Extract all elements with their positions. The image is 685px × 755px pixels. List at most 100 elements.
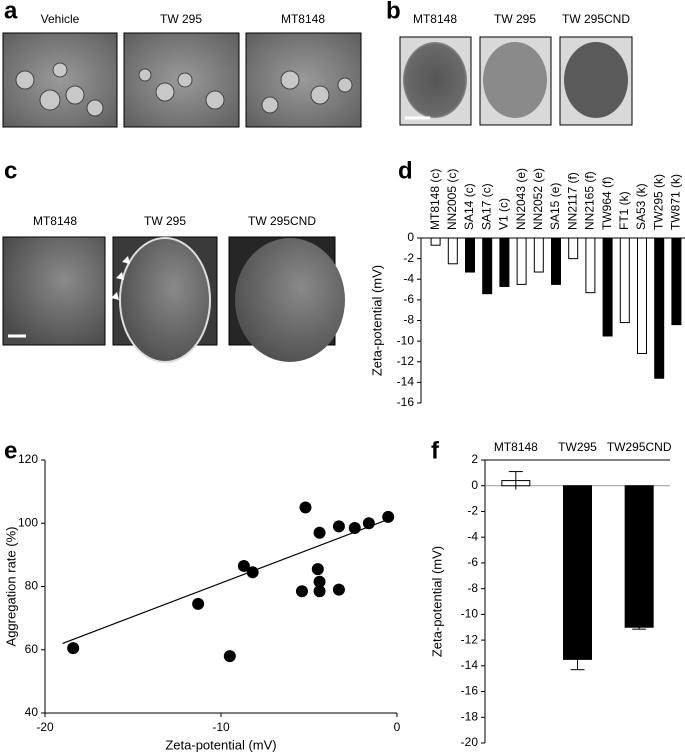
point (246, 566, 259, 579)
y-tick-label: 60 (25, 642, 39, 656)
point (237, 559, 250, 572)
bar (430, 237, 441, 246)
y-tick-label: 120 (18, 452, 38, 466)
point (313, 585, 326, 598)
category-label: NN2052 (e) (531, 168, 545, 230)
category-label: FT1 (k) (617, 191, 631, 230)
category-label: TW871 (k) (669, 174, 683, 230)
image-caption: TW 295 (494, 12, 536, 26)
bar (654, 237, 665, 379)
y-tick-label: 80 (25, 579, 39, 593)
panel-label: b (386, 0, 401, 24)
y-tick-label: -4 (467, 529, 478, 543)
y-tick-label: 2 (471, 452, 478, 466)
bar (499, 237, 510, 287)
bar (482, 237, 493, 295)
arrowhead (122, 256, 130, 264)
bar (671, 237, 682, 326)
y-tick-label: -2 (403, 251, 414, 265)
bar (563, 485, 592, 660)
panel-label: d (398, 157, 413, 184)
bar (551, 237, 561, 285)
y-tick-label: -16 (397, 395, 415, 409)
image-caption: TW 295CND (562, 12, 630, 26)
category-label: NN2005 (c) (445, 169, 459, 230)
category-label: V1 (c) (497, 198, 511, 230)
panel-label: c (4, 157, 17, 184)
arrowhead (111, 292, 119, 300)
cell (235, 238, 345, 362)
bar (637, 237, 647, 354)
x-tick-label: -20 (36, 720, 54, 734)
bar (568, 237, 579, 260)
y-tick-label: 40 (25, 705, 39, 719)
bar (619, 237, 630, 324)
bar (585, 237, 596, 294)
point (332, 520, 345, 533)
bar (447, 237, 458, 265)
y-axis-label: Zeta-potential (mV) (429, 546, 444, 657)
y-tick-label: -8 (403, 313, 414, 327)
point (223, 650, 236, 663)
y-axis-label: Aggregation rate (%) (3, 527, 18, 647)
y-tick-label: -2 (467, 504, 478, 518)
image-caption: MT8148 (413, 12, 457, 26)
y-tick-label: -12 (397, 354, 415, 368)
category-label: TW295 (k) (651, 174, 665, 230)
point (295, 585, 308, 598)
category-label: TW295 (558, 440, 597, 454)
panel-label: e (4, 437, 17, 464)
bar (624, 485, 654, 628)
bar (516, 237, 527, 285)
point (299, 501, 312, 514)
point (313, 526, 326, 539)
point (192, 597, 205, 610)
y-tick-label: -10 (397, 333, 415, 347)
category-label: NN2165 (f) (583, 171, 597, 230)
y-tick-label: 0 (471, 478, 478, 492)
image-caption: MT8148 (281, 12, 325, 26)
arrowhead (116, 272, 124, 280)
y-tick-label: -4 (403, 271, 414, 285)
colony (403, 42, 467, 118)
y-tick-label: 100 (18, 515, 38, 529)
y-tick-label: -18 (461, 709, 479, 723)
bar (602, 237, 613, 337)
bar (465, 237, 475, 273)
y-tick-label: 0 (407, 230, 414, 244)
image-caption: MT8148 (33, 214, 77, 228)
y-tick-label: -14 (397, 375, 415, 389)
y-tick-label: -12 (461, 632, 479, 646)
image-caption: TW 295CND (248, 214, 316, 228)
cell (119, 237, 211, 363)
x-axis-label: Zeta-potential (mV) (165, 737, 276, 752)
x-tick-label: -10 (212, 720, 230, 734)
y-tick-label: -16 (461, 684, 479, 698)
y-tick-label: -6 (403, 292, 414, 306)
y-tick-label: -20 (461, 735, 479, 749)
colony (483, 42, 547, 118)
image-caption: TW 295 (144, 214, 186, 228)
category-label: MT8148 (c) (428, 169, 442, 230)
category-label: TW295CND (607, 440, 672, 454)
category-label: SA14 (c) (462, 183, 476, 230)
point (313, 575, 326, 588)
y-tick-label: -14 (461, 658, 479, 672)
x-tick-label: 0 (394, 720, 401, 734)
category-label: SA15 (e) (548, 183, 562, 230)
image-caption: Vehicle (41, 12, 80, 26)
cells (15, 62, 353, 117)
panel-label: a (4, 0, 18, 24)
bar (533, 237, 544, 273)
y-tick-label: -10 (461, 607, 479, 621)
image-caption: TW 295 (160, 12, 202, 26)
point (67, 642, 80, 655)
point (362, 517, 375, 530)
panel-label: f (431, 437, 440, 464)
micrograph (2, 236, 106, 346)
trendline (62, 519, 387, 644)
category-label: NN2117 (f) (565, 172, 579, 230)
y-tick-label: -8 (467, 581, 478, 595)
point (311, 563, 324, 576)
point (332, 583, 345, 596)
